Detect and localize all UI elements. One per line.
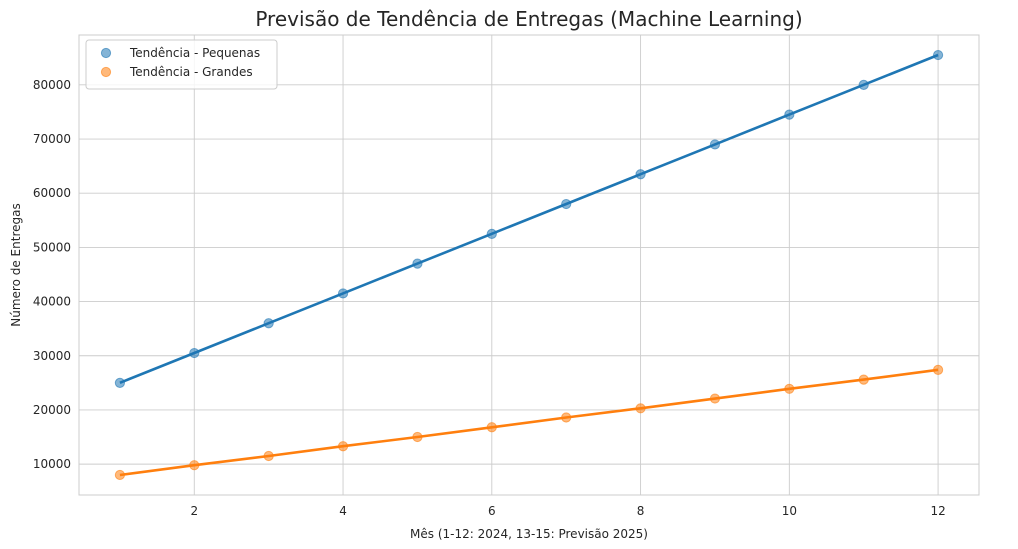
y-tick-label: 80000 [33,78,71,92]
data-point [189,347,200,359]
data-point [114,469,126,481]
legend-box [85,39,278,90]
data-point [784,109,795,120]
data-point [486,422,497,433]
y-tick-label: 60000 [33,186,71,200]
x-tick-label: 10 [782,504,797,518]
grid [79,35,979,495]
data-point [932,364,944,375]
data-point [561,412,572,423]
y-tick-label: 30000 [33,349,71,363]
y-tick-label: 10000 [33,457,71,471]
x-axis-label: Mês (1-12: 2024, 13-15: Previsão 2025) [410,527,648,541]
y-axis-ticks: 10000 20000 30000 40000 50000 60000 70000 80000 [33,78,71,471]
data-point [337,288,349,299]
legend-label: Tendência - Grandes [129,65,253,79]
series-1 [114,49,944,388]
legend-marker [100,66,112,78]
data-point [858,374,869,385]
plot-frame [78,34,980,496]
data-point [486,228,497,239]
y-tick-label: 20000 [33,403,71,417]
data-point [412,258,423,269]
x-axis-ticks: 2 4 6 8 10 12 [190,504,945,518]
y-tick-label: 70000 [33,132,71,146]
legend-label: Tendência - Pequenas [129,46,260,60]
data-point [561,198,572,210]
trend-line [119,53,939,385]
data-point [412,431,423,443]
data-point [784,383,795,394]
x-tick-label: 6 [488,504,496,518]
data-point [114,377,126,388]
y-axis-label: Número de Entregas [9,203,23,326]
x-tick-label: 2 [190,504,198,518]
data-point [635,403,646,414]
data-point [337,441,349,452]
chart-title: Previsão de Tendência de Entregas (Machi… [255,7,802,31]
trend-line [119,368,939,477]
data-point [189,460,200,471]
y-tick-label: 40000 [33,295,71,309]
legend-marker [100,47,112,59]
data-point [709,393,721,404]
x-tick-label: 4 [339,504,347,518]
y-tick-label: 50000 [33,240,71,254]
legend: Tendência - Pequenas Tendência - Grandes [85,39,278,90]
series-layer [114,49,944,481]
data-point [709,139,721,150]
data-point [858,79,869,90]
x-tick-label: 8 [637,504,645,518]
data-point [932,49,944,61]
data-point [263,318,274,329]
x-tick-label: 12 [930,504,945,518]
series-2 [114,364,944,481]
data-point [263,450,274,462]
data-point [635,169,646,180]
